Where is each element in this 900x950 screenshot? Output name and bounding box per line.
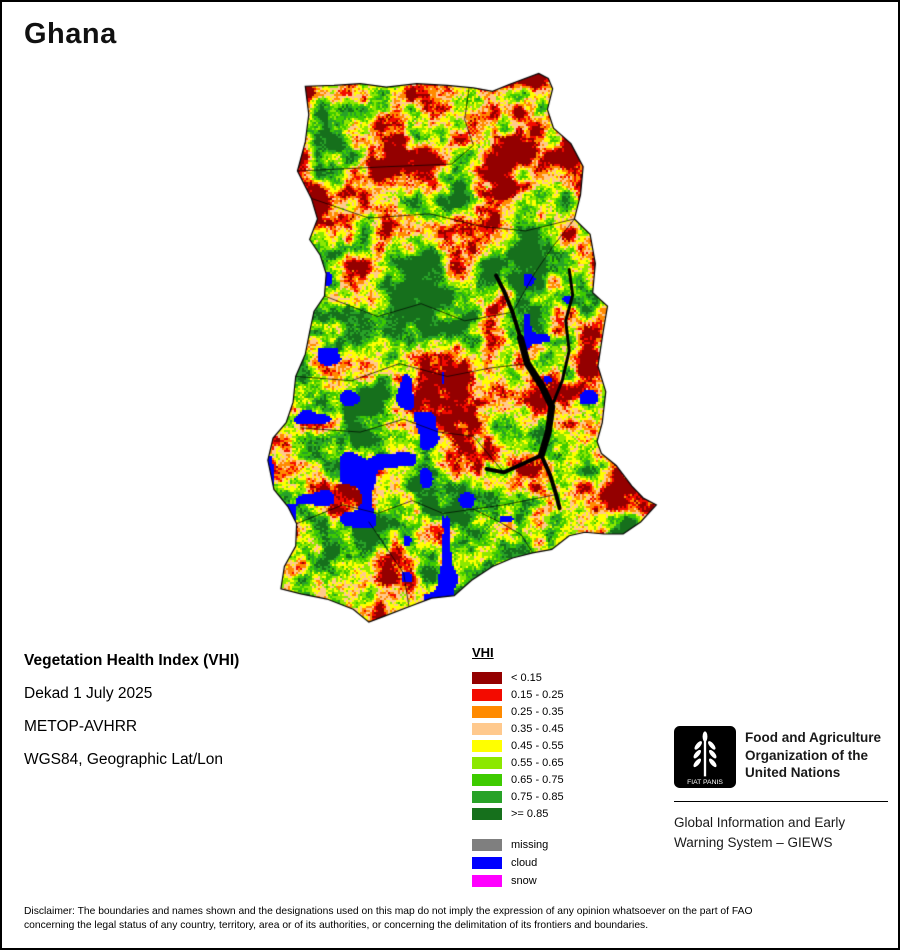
disclaimer: Disclaimer: The boundaries and names sho… xyxy=(24,905,882,933)
legend-color-swatch xyxy=(472,875,502,887)
legend-color-swatch xyxy=(472,671,502,684)
legend-panel: VHI < 0.15 0.15 - 0.25 0.25 - 0.35 0.35 - 0… xyxy=(472,645,564,890)
legend-row: < 0.15 xyxy=(472,669,564,686)
legend-color-swatch xyxy=(472,705,502,718)
legend-row: 0.75 - 0.85 xyxy=(472,788,564,805)
legend-row: missing xyxy=(472,836,564,854)
giews-label: Global Information and Early Warning Sys… xyxy=(674,813,888,854)
fao-logo-motto: FIAT PANIS xyxy=(687,779,723,786)
legend-class-label: >= 0.85 xyxy=(511,807,549,820)
legend-row: 0.35 - 0.45 xyxy=(472,720,564,737)
projection-label: WGS84, Geographic Lat/Lon xyxy=(24,751,224,768)
legend-color-swatch xyxy=(472,739,502,752)
legend-class-label: 0.45 - 0.55 xyxy=(511,739,564,752)
legend-class-label: 0.35 - 0.45 xyxy=(511,722,564,735)
fao-logo-icon: FIAT PANIS xyxy=(674,726,736,788)
fao-org-name: Food and Agriculture Organization of the… xyxy=(745,726,881,788)
legend-color-swatch xyxy=(472,790,502,803)
legend-row: cloud xyxy=(472,854,564,872)
footer-divider xyxy=(674,801,888,802)
legend-color-swatch xyxy=(472,857,502,869)
legend-class-label: 0.15 - 0.25 xyxy=(511,688,564,701)
fao-org-line: United Nations xyxy=(745,765,841,781)
legend-row: 0.45 - 0.55 xyxy=(472,737,564,754)
dekad-date-label: Dekad 1 July 2025 xyxy=(24,685,153,702)
legend-class-label: < 0.15 xyxy=(511,671,542,684)
legend-color-swatch xyxy=(472,688,502,701)
fao-block: FIAT PANIS Food and Agriculture Organiza… xyxy=(674,726,888,854)
fao-org-line: Organization of the xyxy=(745,747,868,763)
page-title: Ghana xyxy=(24,18,117,50)
legend-row: 0.55 - 0.65 xyxy=(472,754,564,771)
legend-title: VHI xyxy=(472,645,494,660)
legend-flags: missing cloud snow xyxy=(472,836,564,890)
legend-class-label: snow xyxy=(511,875,537,887)
sensor-label: METOP-AVHRR xyxy=(24,718,138,735)
legend-class-label: 0.55 - 0.65 xyxy=(511,756,564,769)
legend-class-label: cloud xyxy=(511,857,538,869)
disclaimer-line: Disclaimer: The boundaries and names sho… xyxy=(24,906,753,917)
legend-class-label: missing xyxy=(511,839,549,851)
giews-line: Global Information and Early xyxy=(674,815,846,830)
disclaimer-line: concerning the legal status of any count… xyxy=(24,920,649,932)
legend-row: 0.25 - 0.35 xyxy=(472,703,564,720)
ghana-vhi-raster-map xyxy=(260,64,665,629)
legend-classes: < 0.15 0.15 - 0.25 0.25 - 0.35 0.35 - 0.45 0… xyxy=(472,669,564,822)
legend-color-swatch xyxy=(472,756,502,769)
legend-row: >= 0.85 xyxy=(472,805,564,822)
giews-line: Warning System – GIEWS xyxy=(674,835,833,851)
legend-class-label: 0.75 - 0.85 xyxy=(511,790,564,803)
legend-row: 0.65 - 0.75 xyxy=(472,771,564,788)
legend-color-swatch xyxy=(472,807,502,820)
fao-org-line: Food and Agriculture xyxy=(745,730,881,745)
legend-row: 0.15 - 0.25 xyxy=(472,686,564,703)
vhi-product-label: Vegetation Health Index (VHI) xyxy=(24,652,240,669)
legend-class-label: 0.25 - 0.35 xyxy=(511,705,564,718)
legend-color-swatch xyxy=(472,722,502,735)
map-metadata: Vegetation Health Index (VHI) Dekad 1 Ju… xyxy=(24,652,239,784)
legend-class-label: 0.65 - 0.75 xyxy=(511,773,564,786)
legend-color-swatch xyxy=(472,839,502,851)
fao-header: FIAT PANIS Food and Agriculture Organiza… xyxy=(674,726,888,788)
ghana-map xyxy=(260,64,665,629)
legend-color-swatch xyxy=(472,773,502,786)
legend-row: snow xyxy=(472,872,564,890)
